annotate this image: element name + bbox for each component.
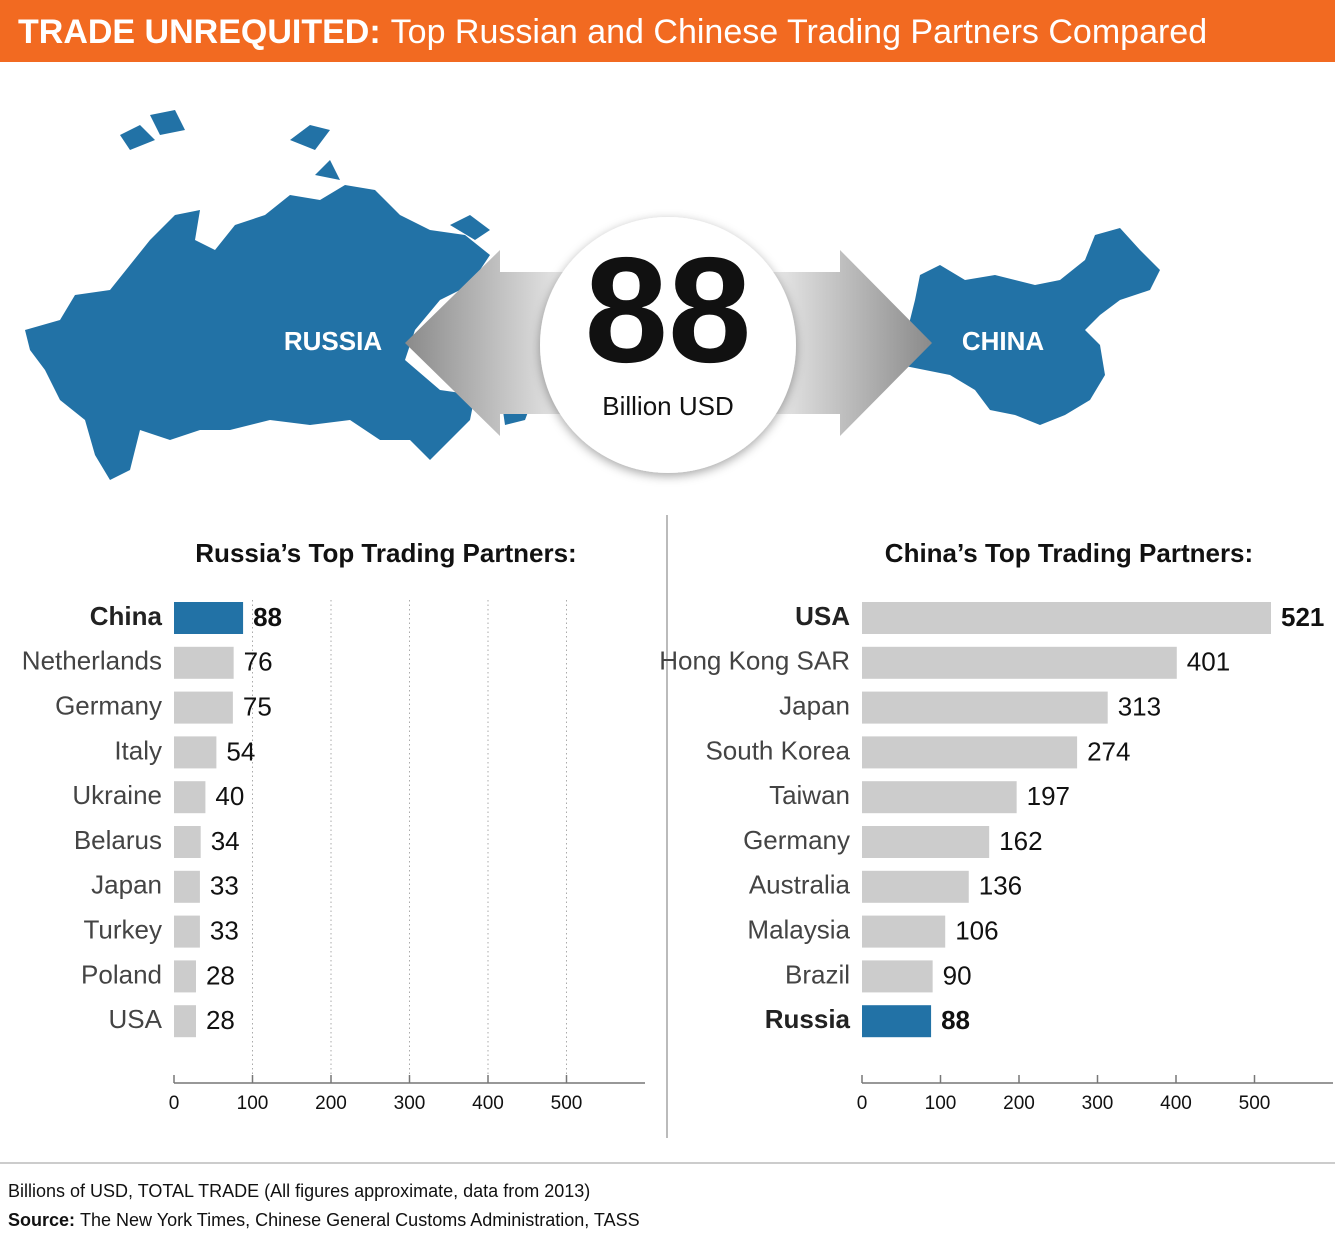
- bar: [862, 960, 933, 993]
- bar: [862, 781, 1017, 814]
- category-label: Poland: [81, 959, 162, 989]
- category-label: Belarus: [74, 825, 162, 855]
- x-tick-label: 0: [169, 1093, 180, 1114]
- right-arrow: [760, 250, 932, 436]
- value-label: 33: [210, 871, 239, 901]
- bar: [174, 646, 234, 679]
- value-label: 106: [955, 915, 998, 945]
- value-label: 28: [206, 960, 235, 990]
- bar: [174, 826, 201, 858]
- china-map: [900, 228, 1160, 425]
- category-label: Japan: [91, 870, 162, 900]
- russia-map: [25, 110, 540, 480]
- value-label: 197: [1027, 781, 1070, 811]
- x-tick-label: 100: [925, 1093, 957, 1114]
- center-circle: [540, 217, 796, 473]
- category-label: Netherlands: [22, 646, 162, 676]
- value-label: 401: [1187, 647, 1230, 677]
- bar: [174, 736, 217, 769]
- category-label: Russia: [765, 1004, 851, 1034]
- left-arrow: [405, 250, 580, 436]
- bar: [174, 915, 200, 948]
- category-label: Hong Kong SAR: [659, 646, 850, 676]
- category-label: South Korea: [705, 735, 850, 765]
- category-label: Germany: [55, 690, 162, 720]
- value-label: 274: [1087, 736, 1130, 766]
- value-label: 88: [253, 602, 282, 632]
- value-label: 136: [979, 871, 1022, 901]
- china-label: CHINA: [962, 326, 1045, 356]
- center-value: 88: [585, 226, 752, 394]
- value-label: 34: [211, 826, 240, 856]
- header-band: [0, 0, 1335, 62]
- bar: [862, 646, 1177, 679]
- title-bold: TRADE UNREQUITED:: [18, 13, 381, 51]
- bar: [174, 1005, 196, 1038]
- category-label: Ukraine: [72, 780, 162, 810]
- bar: [174, 691, 233, 724]
- x-tick-label: 100: [237, 1093, 269, 1114]
- value-label: 162: [999, 826, 1042, 856]
- chart-title: China’s Top Trading Partners:: [885, 538, 1253, 568]
- x-tick-label: 400: [472, 1093, 504, 1114]
- source-label: Source:: [8, 1210, 75, 1230]
- bar: [862, 736, 1078, 769]
- category-label: Australia: [749, 870, 851, 900]
- category-label: Taiwan: [769, 780, 850, 810]
- category-label: Turkey: [84, 914, 163, 944]
- category-label: USA: [109, 1004, 163, 1034]
- value-label: 28: [206, 1005, 235, 1035]
- x-tick-label: 500: [551, 1093, 583, 1114]
- footer-source: Source: The New York Times, Chinese Gener…: [8, 1210, 640, 1230]
- category-label: Japan: [779, 690, 850, 720]
- value-label: 40: [215, 781, 244, 811]
- bar: [174, 960, 196, 993]
- bar: [862, 691, 1108, 724]
- footer-note: Billions of USD, TOTAL TRADE (All figure…: [8, 1181, 590, 1201]
- x-tick-label: 200: [315, 1093, 347, 1114]
- value-label: 521: [1281, 602, 1324, 632]
- category-label: Malaysia: [747, 914, 850, 944]
- value-label: 33: [210, 915, 239, 945]
- x-tick-label: 0: [857, 1093, 868, 1114]
- center-unit: Billion USD: [602, 391, 734, 421]
- value-label: 90: [943, 960, 972, 990]
- category-label: China: [90, 601, 163, 631]
- chart-title: Russia’s Top Trading Partners:: [195, 538, 576, 568]
- bar: [862, 602, 1271, 634]
- category-label: Italy: [114, 735, 162, 765]
- x-tick-label: 400: [1160, 1093, 1192, 1114]
- x-tick-label: 300: [1082, 1093, 1114, 1114]
- x-tick-label: 200: [1003, 1093, 1035, 1114]
- title-rest: Top Russian and Chinese Trading Partners…: [391, 13, 1207, 51]
- value-label: 88: [941, 1005, 970, 1035]
- category-label: Brazil: [785, 959, 850, 989]
- x-tick-label: 300: [394, 1093, 426, 1114]
- bar: [174, 781, 206, 814]
- value-label: 313: [1118, 691, 1161, 721]
- value-label: 76: [244, 647, 273, 677]
- bar: [862, 870, 969, 903]
- source-text: The New York Times, Chinese General Cust…: [80, 1210, 640, 1230]
- x-tick-label: 500: [1239, 1093, 1271, 1114]
- bar: [174, 870, 200, 903]
- category-label: USA: [795, 601, 850, 631]
- bar: [862, 915, 946, 948]
- bar: [862, 826, 990, 858]
- value-label: 75: [243, 691, 272, 721]
- bar: [174, 602, 244, 634]
- header-title: TRADE UNREQUITED: Top Russian and Chinese…: [18, 13, 1207, 51]
- value-label: 54: [226, 736, 255, 766]
- category-label: Germany: [743, 825, 850, 855]
- bar: [862, 1005, 932, 1038]
- russia-label: RUSSIA: [284, 326, 382, 356]
